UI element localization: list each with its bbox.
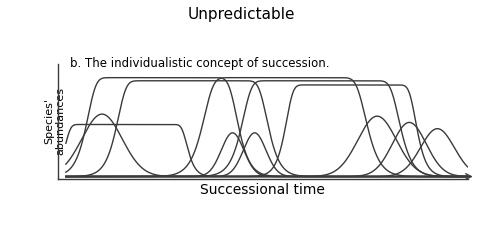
Text: Unpredictable: Unpredictable bbox=[187, 7, 295, 22]
Text: b. The individualistic concept of succession.: b. The individualistic concept of succes… bbox=[70, 57, 330, 70]
X-axis label: Successional time: Successional time bbox=[200, 183, 325, 197]
Y-axis label: Species'
abundances: Species' abundances bbox=[44, 87, 66, 155]
